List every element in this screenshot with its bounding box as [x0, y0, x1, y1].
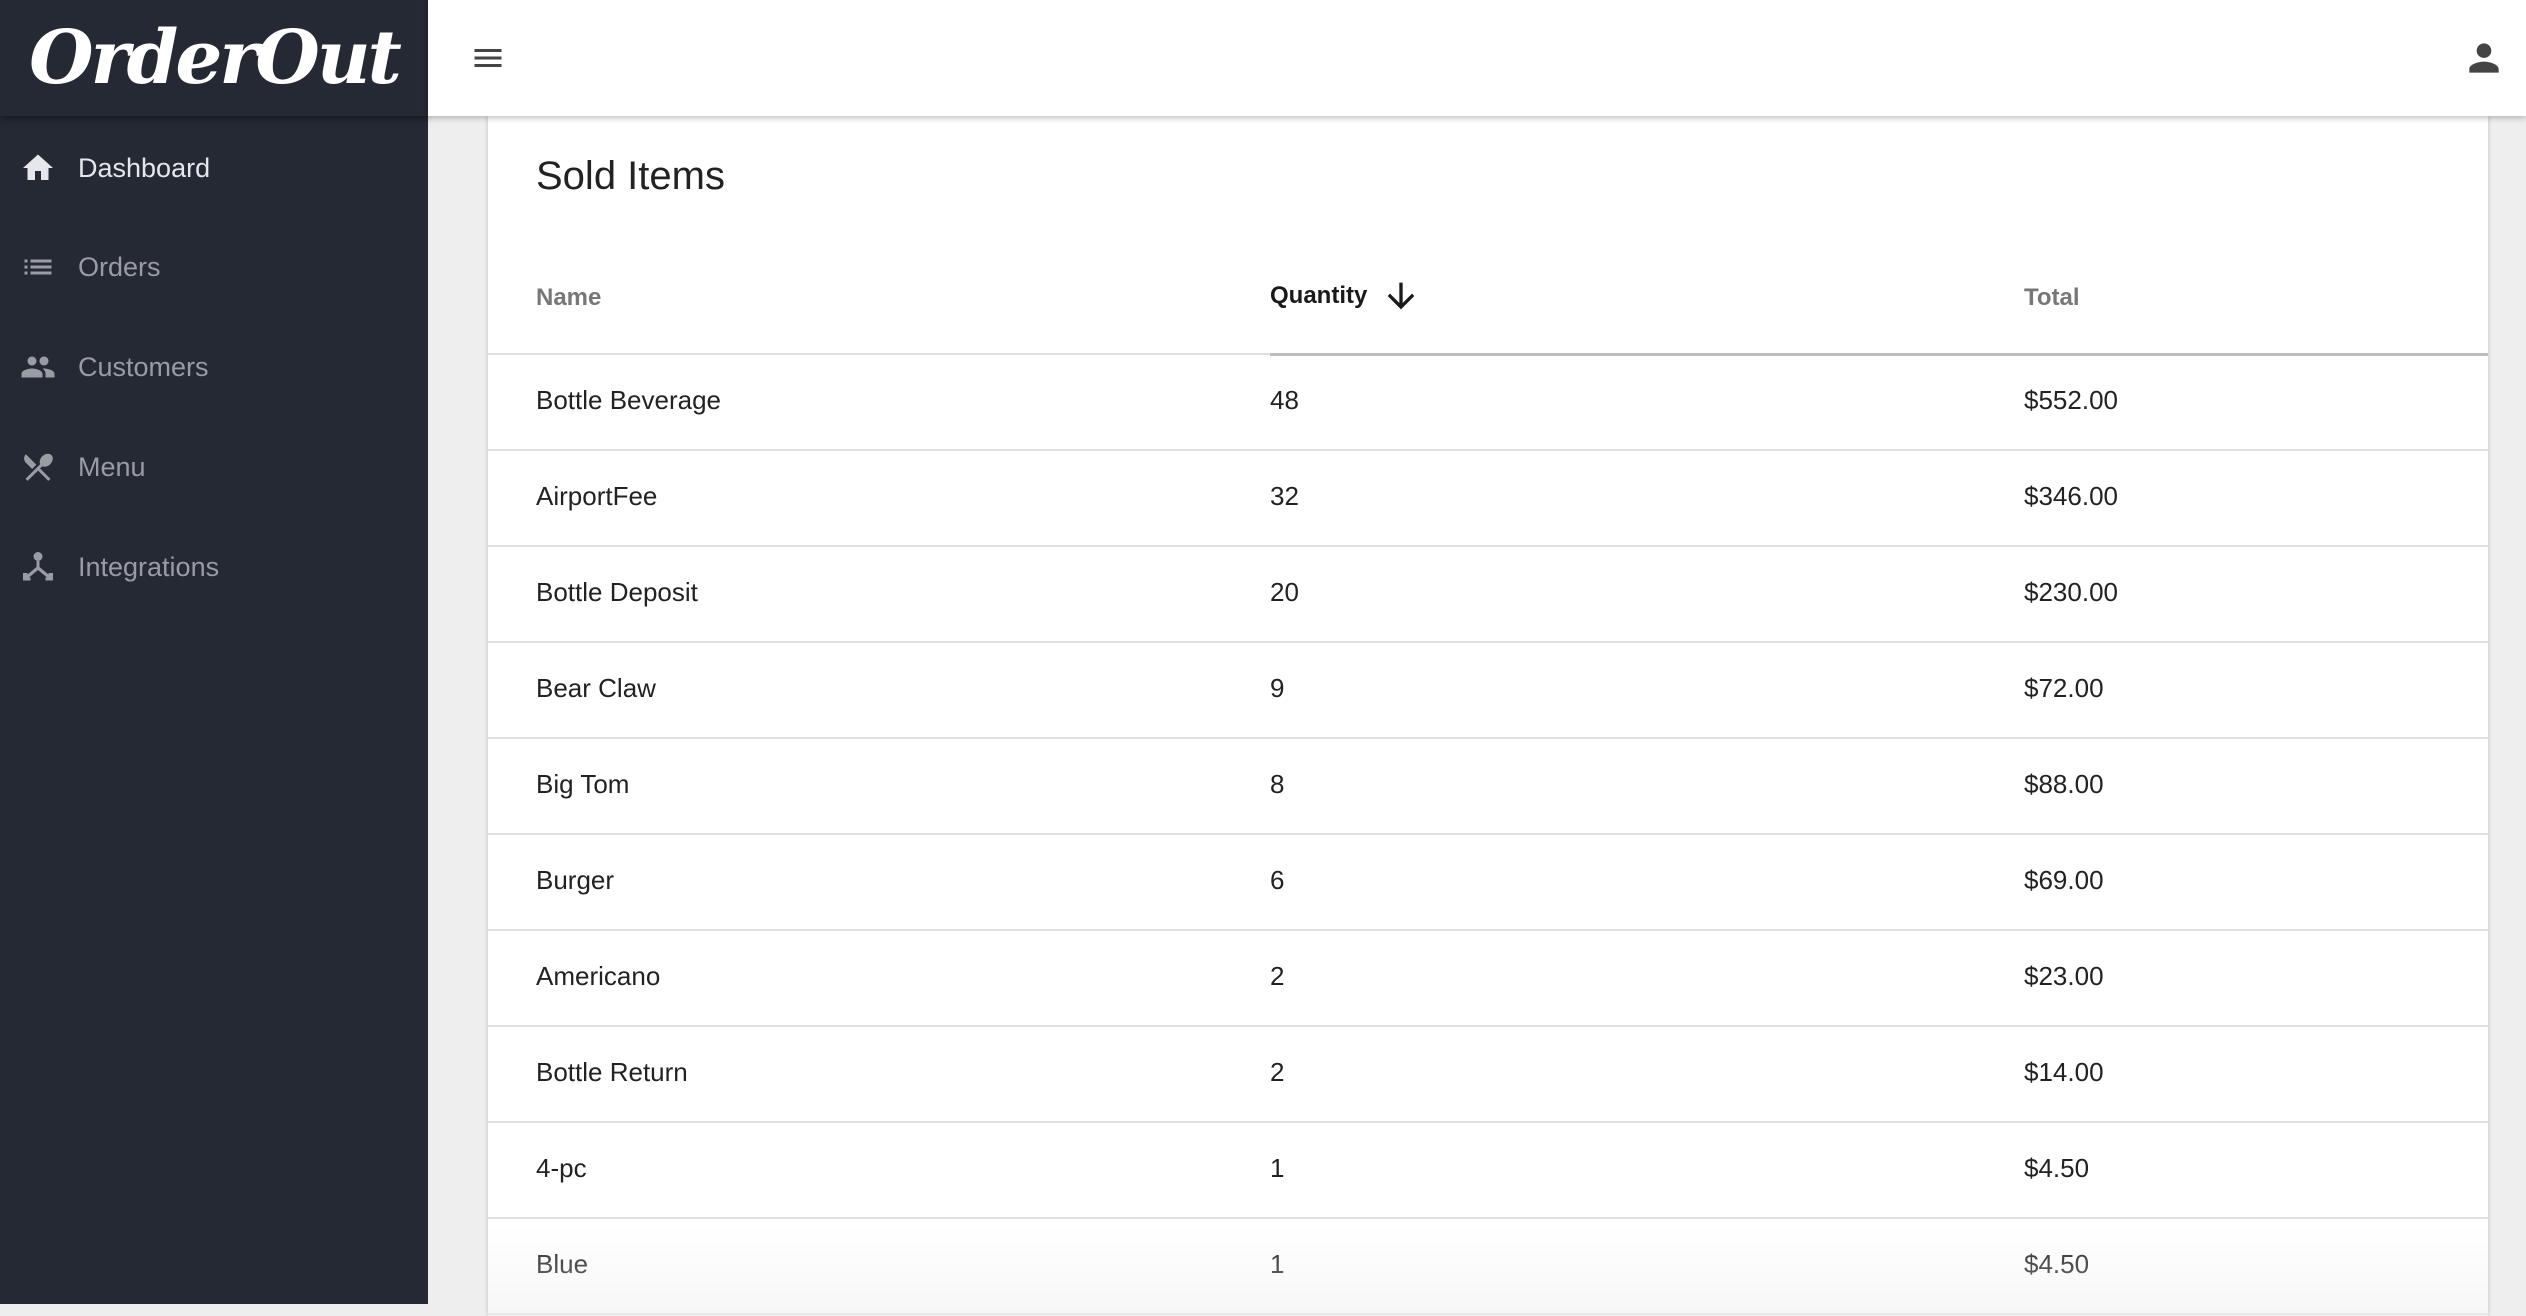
cell-quantity: 9	[1270, 673, 1285, 703]
table-row[interactable]: Big Tom 8 $88.00	[488, 739, 2488, 835]
cell-name: Bear Claw	[536, 673, 656, 703]
logo: OrderOut	[0, 0, 428, 116]
cell-name: Americano	[536, 961, 661, 991]
top-bar	[428, 0, 2526, 116]
cell-name: Bottle Return	[536, 1057, 688, 1087]
sorted-column-indicator	[1270, 353, 2488, 356]
column-header-name[interactable]: Name	[536, 284, 602, 311]
cell-quantity: 1	[1270, 1249, 1285, 1279]
sidebar-item-dashboard[interactable]: Dashboard	[0, 128, 428, 208]
card-title: Sold Items	[536, 154, 725, 198]
table-row[interactable]: Bear Claw 9 $72.00	[488, 643, 2488, 739]
table-row[interactable]: Bottle Return 2 $14.00	[488, 1027, 2488, 1123]
cell-total: $88.00	[2024, 769, 2104, 799]
table-row[interactable]: Americano 2 $23.00	[488, 931, 2488, 1027]
cell-total: $23.00	[2024, 961, 2104, 991]
cell-total: $4.50	[2024, 1249, 2090, 1279]
column-header-total[interactable]: Total	[2024, 284, 2080, 311]
cell-quantity: 1	[1270, 1153, 1285, 1183]
cell-name: Blue	[536, 1249, 589, 1279]
table-row[interactable]: 4-pc 1 $4.50	[488, 1123, 2488, 1219]
table-row[interactable]: Bottle Deposit 20 $230.00	[488, 547, 2488, 643]
cell-total: $346.00	[2024, 481, 2118, 511]
cell-total: $69.00	[2024, 865, 2104, 895]
sidebar-item-label: Menu	[78, 451, 146, 482]
cell-name: 4-pc	[536, 1153, 587, 1183]
sold-items-card: Sold Items Name Quantity Total Bottle Be…	[488, 116, 2488, 1316]
cell-name: AirportFee	[536, 481, 658, 511]
sidebar: OrderOut Dashboard Orders Customers Menu…	[0, 0, 428, 1304]
sidebar-item-integrations[interactable]: Integrations	[0, 527, 428, 607]
hub-icon	[23, 552, 53, 581]
sidebar-item-label: Orders	[78, 251, 161, 282]
sidebar-item-label: Integrations	[78, 551, 220, 582]
cell-total: $4.50	[2024, 1153, 2090, 1183]
cell-name: Bottle Deposit	[536, 577, 698, 607]
cell-name: Big Tom	[536, 769, 630, 799]
home-icon	[23, 154, 53, 180]
cell-total: $14.00	[2024, 1057, 2104, 1087]
list-icon	[24, 259, 52, 275]
hamburger-icon[interactable]	[470, 40, 506, 76]
cell-quantity: 6	[1270, 865, 1285, 895]
cell-total: $72.00	[2024, 673, 2104, 703]
table-row[interactable]: Bottle Beverage 48 $552.00	[488, 355, 2488, 451]
table-row[interactable]: Burger 6 $69.00	[488, 835, 2488, 931]
sidebar-item-customers[interactable]: Customers	[0, 327, 428, 407]
table-row[interactable]: AirportFee 32 $346.00	[488, 451, 2488, 547]
cell-quantity: 8	[1270, 769, 1285, 799]
utensils-icon	[24, 453, 53, 481]
cell-quantity: 32	[1270, 481, 1299, 511]
cell-quantity: 20	[1270, 577, 1299, 607]
person-icon[interactable]	[2462, 36, 2506, 80]
column-header-quantity[interactable]: Quantity	[1270, 276, 1421, 316]
column-header-label: Quantity	[1270, 282, 1368, 309]
sidebar-item-label: Customers	[78, 351, 209, 382]
cell-quantity: 2	[1270, 1057, 1285, 1087]
arrow-down-icon	[1388, 282, 1415, 310]
cell-total: $552.00	[2024, 385, 2118, 415]
cell-quantity: 2	[1270, 961, 1285, 991]
cell-quantity: 48	[1270, 385, 1299, 415]
sidebar-item-menu[interactable]: Menu	[0, 427, 428, 507]
sidebar-item-orders[interactable]: Orders	[0, 227, 428, 307]
sidebar-item-label: Dashboard	[78, 152, 211, 183]
cell-name: Burger	[536, 865, 615, 895]
cell-name: Bottle Beverage	[536, 385, 722, 415]
people-icon	[21, 356, 55, 378]
cell-total: $230.00	[2024, 577, 2118, 607]
table-row[interactable]: Blue 1 $4.50	[488, 1219, 2488, 1315]
